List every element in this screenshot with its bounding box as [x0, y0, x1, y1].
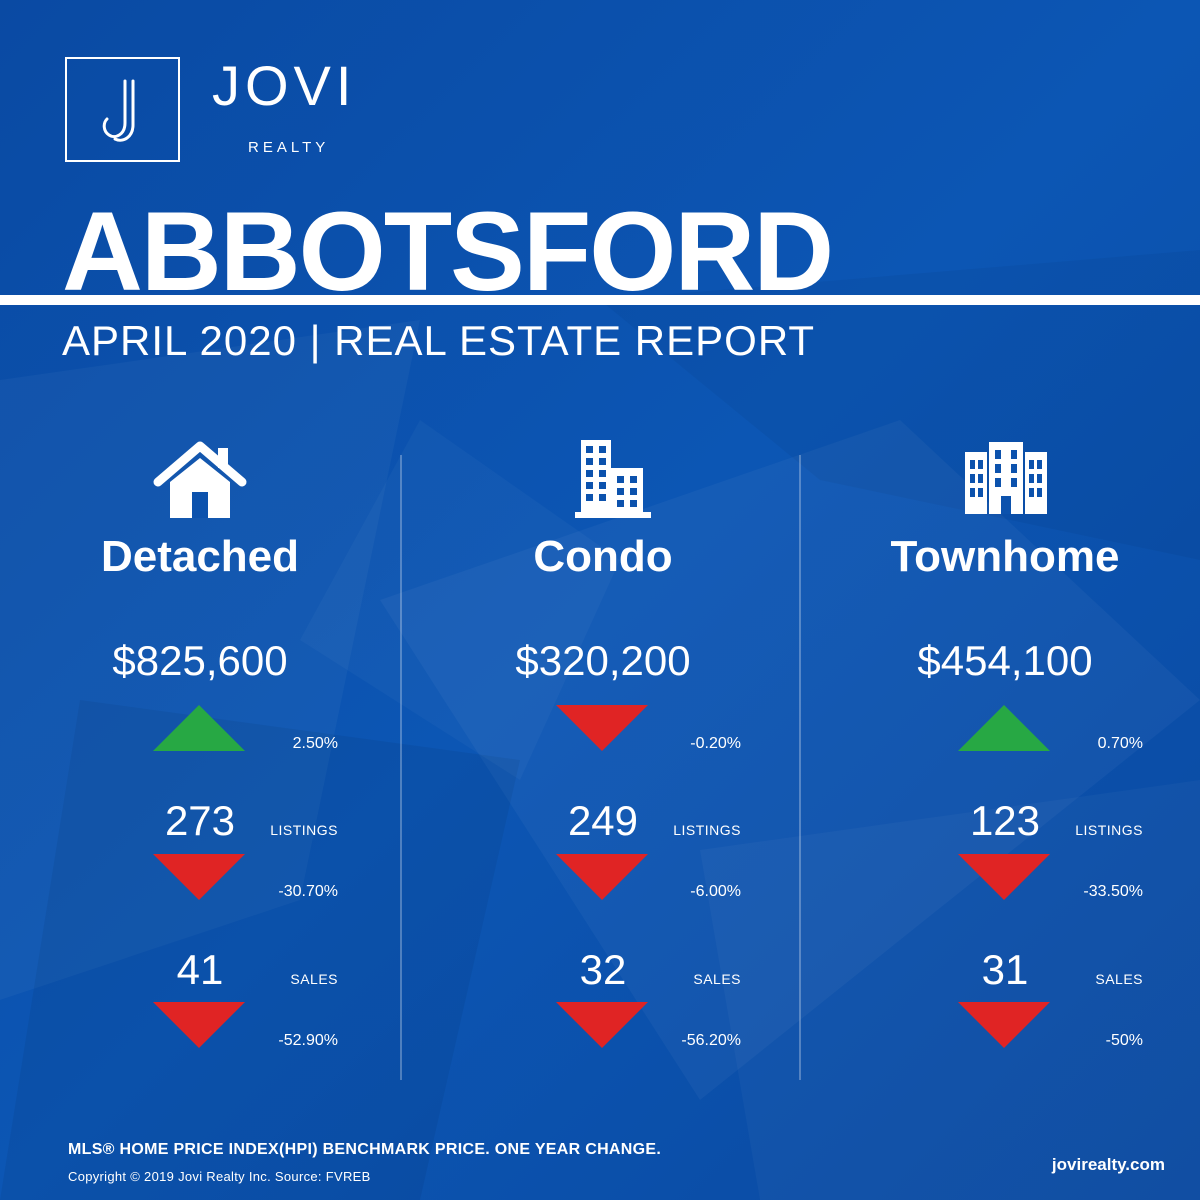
footer-note: MLS® HOME PRICE INDEX(HPI) BENCHMARK PRI… [68, 1141, 662, 1158]
trend-down-icon [556, 854, 648, 900]
trend-down-icon [153, 854, 245, 900]
trend-up-icon [153, 705, 245, 751]
benchmark-price: $825,600 [112, 637, 288, 684]
sales-change: -52.90% [278, 1032, 338, 1049]
jovi-monogram-icon [102, 79, 135, 142]
trend-down-icon [556, 705, 648, 751]
listings-label: LISTINGS [270, 822, 338, 838]
listings-change: -6.00% [690, 883, 741, 900]
listings-change: -33.50% [1083, 883, 1143, 900]
column-divider [400, 455, 402, 1080]
price-change: 2.50% [292, 735, 338, 752]
trend-down-icon [153, 1002, 245, 1048]
house-icon [153, 441, 247, 518]
property-type-label: Townhome [890, 532, 1120, 581]
listings-count: 123 [969, 797, 1041, 844]
column-divider [799, 455, 801, 1080]
listings-change: -30.70% [278, 883, 338, 900]
sales-change: -50% [1105, 1032, 1143, 1049]
property-type-label: Condo [533, 532, 673, 581]
detached-column: Detached $825,600 2.50% 273 LISTINGS -30… [0, 440, 400, 1080]
trend-down-icon [958, 854, 1050, 900]
sales-count: 31 [981, 946, 1029, 993]
townhome-building-icon [965, 442, 1047, 514]
sales-label: SALES [1095, 971, 1143, 987]
townhome-column: Townhome $454,100 0.70% 123 LISTINGS -33… [805, 440, 1200, 1080]
sales-label: SALES [290, 971, 338, 987]
benchmark-price: $320,200 [515, 637, 691, 684]
footer-copyright: Copyright © 2019 Jovi Realty Inc. Source… [68, 1169, 371, 1184]
property-type-label: Detached [100, 532, 300, 581]
listings-label: LISTINGS [673, 822, 741, 838]
title-underline [0, 295, 1200, 305]
trend-down-icon [556, 1002, 648, 1048]
condo-building-icon [575, 440, 651, 518]
logo [65, 57, 180, 162]
report-subtitle: APRIL 2020 | REAL ESTATE REPORT [62, 317, 816, 364]
trend-up-icon [958, 705, 1050, 751]
brand-name: JOVI [212, 54, 357, 117]
benchmark-price: $454,100 [917, 637, 1093, 684]
listings-label: LISTINGS [1075, 822, 1143, 838]
listings-count: 249 [567, 797, 639, 844]
listings-count: 273 [164, 797, 236, 844]
price-change: -0.20% [690, 735, 741, 752]
city-title: ABBOTSFORD [62, 189, 834, 314]
website-link[interactable]: jovirealty.com [1051, 1155, 1165, 1174]
brand-subtitle: REALTY [248, 139, 330, 156]
sales-count: 41 [176, 946, 224, 993]
price-change: 0.70% [1097, 735, 1143, 752]
trend-down-icon [958, 1002, 1050, 1048]
sales-change: -56.20% [681, 1032, 741, 1049]
condo-column: Condo $320,200 -0.20% 249 LISTINGS -6.00… [403, 440, 803, 1080]
sales-count: 32 [579, 946, 627, 993]
sales-label: SALES [693, 971, 741, 987]
